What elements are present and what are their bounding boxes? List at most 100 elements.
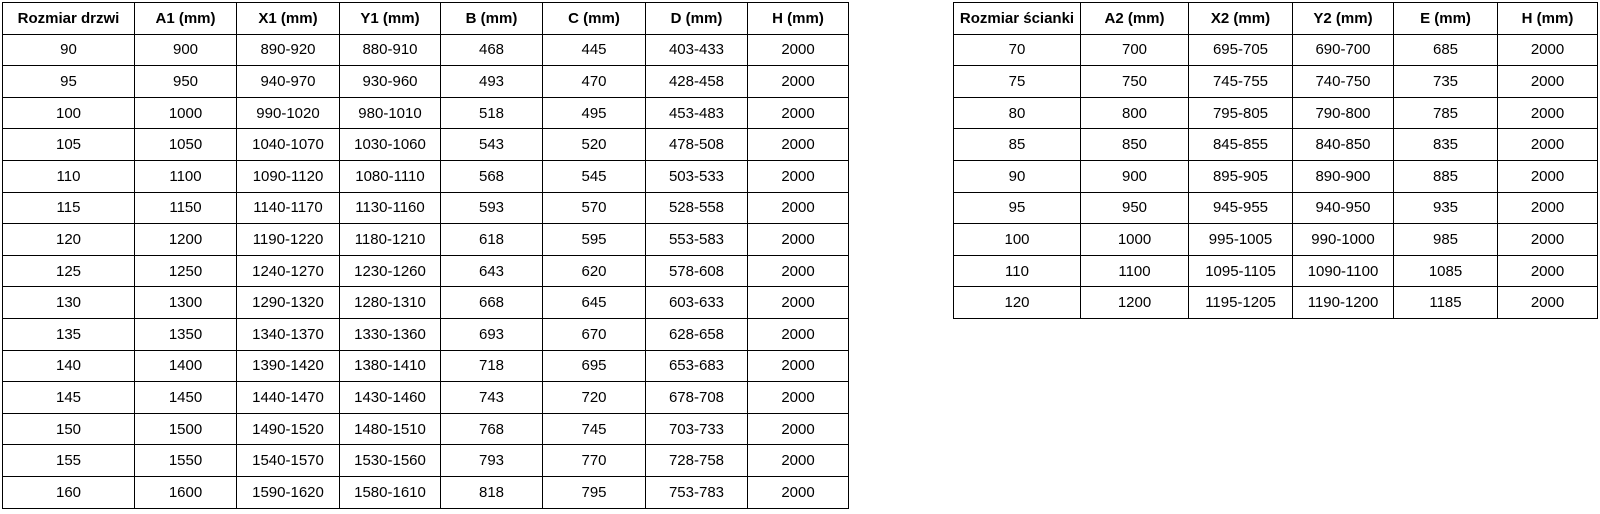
table-cell: 950 (1080, 191, 1189, 225)
wall-table-body: 70 700 695-705 690-700 685 2000 75 750 745-755 74… (953, 33, 1598, 319)
table-cell: 1095-1105 (1188, 254, 1293, 288)
table-cell: 570 (542, 191, 646, 225)
table-cell: 700 (1080, 33, 1189, 67)
table-cell: 105 (2, 128, 135, 161)
table-row: 90 900 895-905 890-900 885 2000 (953, 159, 1598, 193)
table-row: 85 850 845-855 840-850 835 2000 (953, 128, 1598, 161)
table-cell: 95 (953, 191, 1081, 225)
table-cell: 495 (542, 96, 646, 130)
table-cell: 1530-1560 (339, 444, 441, 477)
table-cell: 2000 (747, 317, 849, 351)
table-cell: 693 (440, 317, 543, 351)
table-cell: 728-758 (645, 444, 748, 477)
table-cell: 2000 (747, 381, 849, 414)
table-cell: 2000 (1497, 159, 1598, 193)
table-cell: 520 (542, 128, 646, 161)
table-cell: 668 (440, 286, 543, 319)
door-size-table: Rozmiar drzwi A1 (mm) X1 (mm) Y1 (mm) B (mm)… (2, 2, 849, 509)
table-cell: 155 (2, 444, 135, 477)
table-cell: 880-910 (339, 33, 441, 67)
table-row: 100 1000 990-1020 980-1010 518 495 453-483 2000 (2, 96, 849, 130)
table-cell: 703-733 (645, 412, 748, 446)
table-cell: 1030-1060 (339, 128, 441, 161)
table-cell: 2000 (747, 349, 849, 383)
table-cell: 120 (2, 223, 135, 256)
table-row: 90 900 890-920 880-910 468 445 403-433 2000 (2, 33, 849, 67)
table-cell: 2000 (747, 33, 849, 67)
table-row: 140 1400 1390-1420 1380-1410 718 695 653-683 20… (2, 349, 849, 383)
table-row: 120 1200 1195-1205 1190-1200 1185 2000 (953, 286, 1598, 319)
table-cell: 428-458 (645, 65, 748, 98)
table-cell: 1300 (134, 286, 237, 319)
column-header: C (mm) (542, 2, 646, 35)
column-header: Rozmiar drzwi (2, 2, 135, 35)
table-cell: 980-1010 (339, 96, 441, 130)
table-cell: 90 (2, 33, 135, 67)
table-cell: 793 (440, 444, 543, 477)
table-cell: 545 (542, 159, 646, 193)
table-row: 105 1050 1040-1070 1030-1060 543 520 478-508 20… (2, 128, 849, 161)
table-cell: 593 (440, 191, 543, 225)
table-cell: 578-608 (645, 254, 748, 288)
table-cell: 2000 (747, 65, 849, 98)
table-cell: 900 (134, 33, 237, 67)
table-cell: 2000 (747, 159, 849, 193)
table-cell: 890-900 (1292, 159, 1394, 193)
wall-size-table: Rozmiar ścianki A2 (mm) X2 (mm) Y2 (mm) E (m… (953, 2, 1598, 319)
table-cell: 850 (1080, 128, 1189, 161)
table-cell: 1340-1370 (236, 317, 340, 351)
table-cell: 1350 (134, 317, 237, 351)
table-cell: 1280-1310 (339, 286, 441, 319)
table-cell: 895-905 (1188, 159, 1293, 193)
table-cell: 595 (542, 223, 646, 256)
table-cell: 1000 (1080, 223, 1189, 256)
table-cell: 2000 (747, 475, 849, 509)
table-cell: 1500 (134, 412, 237, 446)
table-cell: 468 (440, 33, 543, 67)
table-cell: 160 (2, 475, 135, 509)
door-size-table-container: Rozmiar drzwi A1 (mm) X1 (mm) Y1 (mm) B (mm)… (2, 2, 849, 509)
table-cell: 1390-1420 (236, 349, 340, 383)
table-cell: 2000 (747, 96, 849, 130)
table-cell: 745-755 (1188, 65, 1293, 98)
table-row: 115 1150 1140-1170 1130-1160 593 570 528-558 20… (2, 191, 849, 225)
wall-table-header-row: Rozmiar ścianki A2 (mm) X2 (mm) Y2 (mm) E (m… (953, 2, 1598, 35)
table-cell: 80 (953, 96, 1081, 130)
table-row: 110 1100 1095-1105 1090-1100 1085 2000 (953, 254, 1598, 288)
table-cell: 1100 (134, 159, 237, 193)
table-cell: 720 (542, 381, 646, 414)
table-cell: 770 (542, 444, 646, 477)
table-cell: 1150 (134, 191, 237, 225)
table-cell: 1380-1410 (339, 349, 441, 383)
table-row: 95 950 940-970 930-960 493 470 428-458 2000 (2, 65, 849, 98)
table-row: 135 1350 1340-1370 1330-1360 693 670 628-658 20… (2, 317, 849, 351)
table-cell: 1550 (134, 444, 237, 477)
table-row: 75 750 745-755 740-750 735 2000 (953, 65, 1598, 98)
table-cell: 75 (953, 65, 1081, 98)
table-cell: 1400 (134, 349, 237, 383)
table-cell: 950 (134, 65, 237, 98)
table-row: 145 1450 1440-1470 1430-1460 743 720 678-708 20… (2, 381, 849, 414)
table-cell: 100 (2, 96, 135, 130)
table-cell: 620 (542, 254, 646, 288)
table-cell: 1190-1200 (1292, 286, 1394, 319)
table-cell: 135 (2, 317, 135, 351)
table-cell: 2000 (1497, 191, 1598, 225)
header-row: Rozmiar ścianki A2 (mm) X2 (mm) Y2 (mm) E (m… (953, 2, 1598, 35)
table-cell: 1200 (134, 223, 237, 256)
table-row: 130 1300 1290-1320 1280-1310 668 645 603-633 20… (2, 286, 849, 319)
table-cell: 2000 (1497, 254, 1598, 288)
table-cell: 740-750 (1292, 65, 1394, 98)
door-table-header-row: Rozmiar drzwi A1 (mm) X1 (mm) Y1 (mm) B (mm)… (2, 2, 849, 35)
table-cell: 885 (1393, 159, 1498, 193)
column-header: A2 (mm) (1080, 2, 1189, 35)
table-cell: 145 (2, 381, 135, 414)
table-cell: 95 (2, 65, 135, 98)
column-header: X2 (mm) (1188, 2, 1293, 35)
table-cell: 1085 (1393, 254, 1498, 288)
column-header: B (mm) (440, 2, 543, 35)
table-cell: 543 (440, 128, 543, 161)
table-cell: 110 (953, 254, 1081, 288)
table-cell: 1330-1360 (339, 317, 441, 351)
table-cell: 930-960 (339, 65, 441, 98)
